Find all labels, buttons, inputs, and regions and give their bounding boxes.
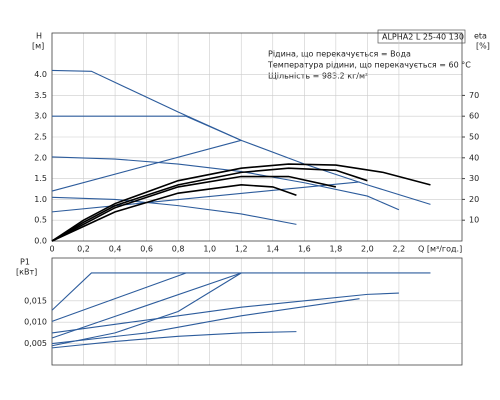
curve — [51, 196, 297, 225]
y2-tick-label: 20 — [469, 195, 479, 204]
plot-frame — [51, 257, 463, 366]
x-tick-label: 1,2 — [235, 245, 248, 254]
x-tick-label: 2,2 — [393, 245, 406, 254]
plot-frame — [51, 32, 463, 242]
curve — [51, 331, 297, 349]
y2-tick-label: 70 — [469, 91, 479, 100]
x-label: Q [м³/год.] — [418, 245, 462, 254]
curve — [51, 139, 242, 192]
x-tick-label: 0,8 — [172, 245, 185, 254]
y2-tick-label: 10 — [469, 216, 479, 225]
curve — [51, 272, 431, 311]
y-label: P1 — [20, 258, 30, 267]
y-tick-label: 1.5 — [34, 174, 47, 183]
x-tick-label: 1,8 — [329, 245, 342, 254]
curve — [51, 272, 242, 347]
y2-tick-label: 30 — [469, 174, 479, 183]
y2-tick-label: 40 — [469, 153, 479, 162]
y-tick-label: 0.0 — [34, 237, 47, 246]
y-label-unit: [кВт] — [16, 268, 37, 277]
note: Щільність = 983.2 кг/м³ — [268, 72, 368, 81]
y2-tick-label: 60 — [469, 112, 479, 121]
curve — [51, 298, 360, 345]
y-tick-label: 0,010 — [24, 318, 47, 327]
note: Температура рідини, що перекачується = 6… — [267, 61, 471, 70]
y-tick-label: 3.0 — [34, 112, 47, 121]
curve — [52, 115, 242, 141]
y-tick-label: 0,005 — [24, 339, 47, 348]
x-tick-label: 2,0 — [361, 245, 374, 254]
chart-title: ALPHA2 L 25-40 130 — [382, 33, 464, 42]
efficiency-curve — [51, 167, 368, 242]
x-tick-label: 0,2 — [77, 245, 90, 254]
y-tick-label: 0,015 — [24, 296, 47, 305]
y-tick-label: 4.0 — [34, 70, 47, 79]
y-tick-label: 3.5 — [34, 91, 47, 100]
curve — [51, 156, 400, 211]
curve — [51, 272, 187, 322]
x-tick-label: 0,6 — [140, 245, 153, 254]
x-tick-label: 1,0 — [203, 245, 216, 254]
efficiency-curve — [51, 163, 431, 242]
x-tick-label: 0,4 — [109, 245, 122, 254]
y-tick-label: 0.5 — [34, 216, 47, 225]
y-label-unit: [м] — [32, 42, 44, 51]
curve — [51, 181, 360, 213]
efficiency-curve — [51, 184, 297, 242]
efficiency-curve — [51, 175, 337, 242]
y2-tick-label: 50 — [469, 133, 479, 142]
x-tick-label: 1,6 — [298, 245, 311, 254]
x-tick-label: 0 — [49, 245, 54, 254]
y2-label-unit: [%] — [476, 42, 490, 51]
curve — [51, 292, 399, 334]
y-tick-label: 2.5 — [34, 133, 47, 142]
note: Рідина, що перекачується = Вода — [268, 50, 411, 59]
y-tick-label: 2.0 — [34, 153, 47, 162]
x-tick-label: 1,4 — [266, 245, 279, 254]
y2-label: eta — [474, 32, 487, 41]
y-label: H — [36, 32, 42, 41]
curve — [51, 272, 242, 339]
y-tick-label: 1.0 — [34, 195, 47, 204]
